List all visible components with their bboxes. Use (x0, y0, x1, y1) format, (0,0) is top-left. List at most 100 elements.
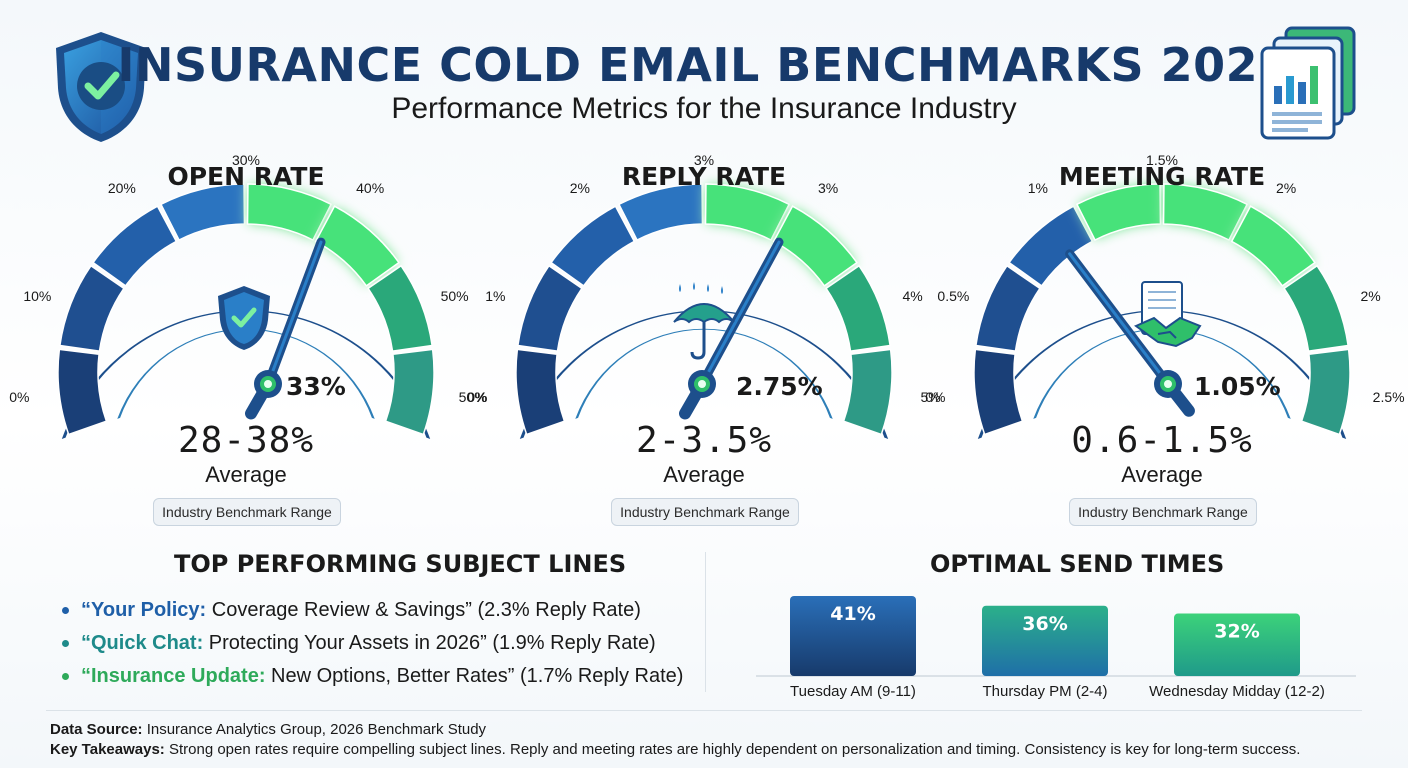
gauge-tick-label: 5% (920, 388, 941, 405)
gauge-tick-label: 2% (569, 179, 590, 196)
gauge-segment (1008, 205, 1094, 287)
gauge-tick-label: 1% (485, 288, 506, 305)
gauge-tick-label: 40% (356, 179, 385, 196)
page-subtitle: Performance Metrics for the Insurance In… (391, 92, 1017, 125)
gauge-range: 28-38% (177, 420, 315, 461)
shield-check-icon (218, 286, 270, 350)
header: INSURANCE COLD EMAIL BENCHMARKS 2026 Per… (0, 0, 1408, 150)
gauge-average-label: Average (205, 462, 287, 487)
gauge-tick-label: 20% (107, 179, 136, 196)
footer: Data Source: Insurance Analytics Group, … (50, 720, 1370, 760)
gauge-segment (384, 348, 435, 436)
gauge-segment (975, 264, 1041, 352)
gauge-tick-label: 0% (9, 388, 30, 405)
gauge-tick-label: 2% (1360, 288, 1381, 305)
benchmark-badge: Industry Benchmark Range (611, 498, 799, 526)
subject-line-item: “Your Policy: Coverage Review & Savings”… (62, 594, 702, 627)
subject-line-item: “Quick Chat: Protecting Your Assets in 2… (62, 627, 702, 660)
gauge-title: OPEN RATE (167, 162, 325, 191)
gauge-tick-label: 2.5% (1372, 388, 1405, 405)
gauge-average-label: Average (663, 462, 745, 487)
bullet-icon (62, 673, 69, 680)
gauge-tick-label: 4% (902, 288, 923, 305)
data-source-label: Data Source: (50, 721, 143, 738)
gauge-needle-highlight (700, 240, 781, 386)
send-time-category: Thursday PM (2-4) (982, 683, 1107, 700)
gauge-tick-label: 0% (925, 388, 946, 405)
gauge-segment-highlight (1162, 183, 1249, 242)
gauge-segment (825, 264, 891, 352)
gauge-segment-highlight (704, 183, 791, 242)
send-time-value: 32% (1214, 621, 1259, 643)
shield-check-icon (56, 32, 146, 142)
gauge-dial (57, 183, 435, 440)
gauge-range: 2-3.5% (635, 420, 773, 461)
gauge-segment (1300, 348, 1351, 436)
report-chart-icon (1260, 26, 1356, 140)
subject-line-key: “Your Policy: (81, 599, 207, 621)
gauge-tick-label: 1% (1027, 179, 1048, 196)
gauge-segment (842, 348, 893, 436)
gauge-title: MEETING RATE (1058, 162, 1266, 191)
gauge-segment (367, 264, 433, 352)
send-times-svg: 41% Tuesday AM (9-11) 36% Thursday PM (2-4)… (756, 596, 1356, 700)
gauge-segment (515, 348, 566, 436)
gauge-tick-label: 1.5% (1146, 152, 1178, 168)
gauge-segment-highlight (772, 205, 858, 287)
key-takeaways-line: Key Takeaways: Strong open rates require… (50, 740, 1370, 760)
gauge-tick-label: 3% (818, 179, 839, 196)
gauge-segment (550, 205, 636, 287)
gauge-tick-label: 10% (23, 288, 52, 305)
benchmark-badge: Industry Benchmark Range (1069, 498, 1257, 526)
gauge-segment (1283, 264, 1349, 352)
send-time-value: 36% (1022, 613, 1067, 635)
gauge-pivot-dot (264, 380, 272, 388)
send-time-bar (790, 596, 916, 676)
umbrella-icon (673, 282, 735, 360)
gauge-value: 2.75% (736, 372, 823, 401)
send-time-bar (1174, 613, 1300, 676)
bullet-icon (62, 640, 69, 647)
gauge-tick-label: 50% (458, 388, 487, 405)
key-takeaways-label: Key Takeaways: (50, 741, 165, 758)
gauge-tick-label: 0.5% (937, 288, 970, 305)
footer-divider (46, 710, 1362, 711)
gauge-needle-highlight (1068, 252, 1170, 386)
subject-lines-list: “Your Policy: Coverage Review & Savings”… (62, 594, 702, 693)
gauge-pivot-dot (698, 380, 706, 388)
gauge-segment-highlight (1230, 205, 1316, 287)
benchmark-badge: Industry Benchmark Range (153, 498, 341, 526)
gauge-tick-label: 30% (231, 152, 261, 168)
gauge-segment (159, 183, 246, 242)
gauge-value: 33% (286, 372, 346, 401)
gauge-needle-highlight (266, 240, 323, 386)
subject-line-text: Coverage Review & Savings” (2.3% Reply R… (206, 599, 641, 621)
subject-line-text: New Options, Better Rates” (1.7% Reply R… (265, 665, 684, 687)
gauge-open-rate: OPEN RATE 33% 28-38% Average Industry Be… (9, 152, 487, 528)
key-takeaways-text: Strong open rates require compelling sub… (164, 741, 1301, 758)
subject-line-item: “Insurance Update: New Options, Better R… (62, 660, 702, 693)
gauge-reply-rate: REPLY RATE 2.75% 2-3.5% Average Industry… (467, 152, 941, 528)
gauge-dial (515, 183, 893, 440)
send-time-category: Tuesday AM (9-11) (790, 683, 916, 700)
send-times-chart: 41% Tuesday AM (9-11) 36% Thursday PM (2-4)… (756, 588, 1356, 708)
subject-line-key: “Insurance Update: (81, 665, 266, 687)
gauge-range: 0.6-1.5% (1071, 420, 1253, 461)
gauge-average-label: Average (1121, 462, 1203, 487)
gauge-value: 1.05% (1194, 372, 1281, 401)
gauge-segment-highlight (1075, 183, 1162, 242)
subject-line-key: “Quick Chat: (81, 632, 204, 654)
subject-lines-title: TOP PERFORMING SUBJECT LINES (174, 550, 627, 578)
gauge-segment (617, 183, 704, 242)
gauge-segment (517, 264, 583, 352)
gauge-segment (92, 205, 178, 287)
gauge-segment (57, 348, 108, 436)
send-time-bar (982, 605, 1108, 676)
gauge-pivot-dot (1164, 380, 1172, 388)
gauge-tick-label: 50% (440, 288, 469, 305)
gauge-dial (973, 183, 1351, 440)
gauge-segment-highlight (314, 205, 400, 287)
handshake-icon (1134, 281, 1202, 348)
subject-line-text: Protecting Your Assets in 2026” (1.9% Re… (203, 632, 656, 654)
gauge-segment-highlight (246, 183, 333, 242)
